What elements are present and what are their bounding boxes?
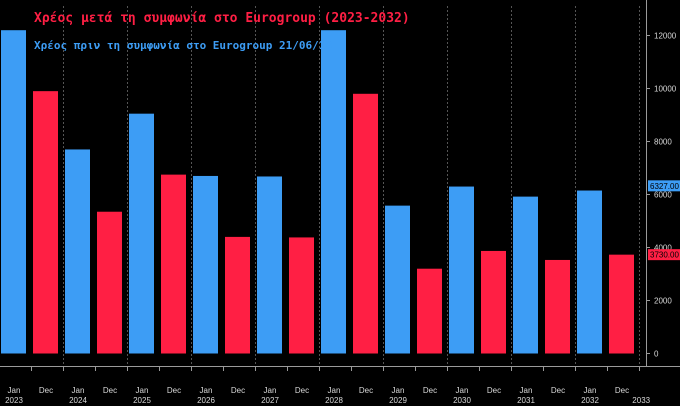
x-month-label: Dec (423, 386, 437, 395)
bar-before-16 (513, 196, 538, 354)
axes (0, 0, 680, 371)
bar-after-1 (33, 91, 58, 354)
x-month-label: Jan (392, 386, 405, 395)
x-year-label: 2027 (261, 396, 279, 405)
bars (1, 30, 634, 354)
x-month-label: Dec (295, 386, 309, 395)
y-tick-label: 0 (654, 350, 659, 359)
bar-after-5 (161, 174, 186, 354)
bar-after-11 (353, 93, 378, 354)
x-year-label: 2031 (517, 396, 535, 405)
x-month-label: Dec (167, 386, 181, 395)
bar-before-2 (65, 149, 90, 354)
bar-before-4 (129, 113, 154, 354)
x-month-label: Jan (8, 386, 21, 395)
x-month-label: Jan (200, 386, 213, 395)
bar-before-0 (1, 30, 26, 354)
value-tag (648, 249, 680, 261)
x-month-label: Dec (615, 386, 629, 395)
x-month-label: Jan (136, 386, 149, 395)
bar-after-19 (609, 254, 634, 354)
bar-before-18 (577, 190, 602, 354)
x-month-label: Jan (584, 386, 597, 395)
y-axis-labels: 0 2000 4000 6000 8000 10000 12000 (654, 32, 677, 359)
legend-before-agreement: Χρέος πριν τη συμφωνία στο Eurogroup 21/… (34, 39, 333, 52)
x-axis-labels: Jan Dec Jan Dec Jan Dec Jan Dec Jan Dec Jan Dec Jan D… (5, 386, 651, 405)
legend-after-agreement: Χρέος μετά τη συμφωνία στο Eurogroup (20… (34, 11, 410, 26)
y-tick-label: 10000 (654, 85, 677, 94)
bar-after-9 (289, 237, 314, 354)
x-month-label: Dec (103, 386, 117, 395)
x-year-label: 2024 (69, 396, 87, 405)
x-year-label: 2026 (197, 396, 215, 405)
x-month-label: Jan (456, 386, 469, 395)
value-tags: 6327.00 3730.00 (648, 180, 680, 261)
bar-after-3 (97, 211, 122, 354)
bar-after-7 (225, 236, 250, 354)
y-tick-label: 4000 (654, 244, 672, 253)
bar-after-17 (545, 259, 570, 354)
bar-after-13 (417, 268, 442, 354)
y-tick-label: 12000 (654, 32, 677, 41)
x-year-label: 2029 (389, 396, 407, 405)
grid-lines (63, 6, 640, 366)
value-tag-label: 6327.00 (650, 182, 679, 191)
x-month-label: Dec (487, 386, 501, 395)
value-tag (648, 180, 680, 192)
x-year-label: 2028 (325, 396, 343, 405)
x-month-label: Jan (264, 386, 277, 395)
x-month-label: Dec (39, 386, 53, 395)
x-year-label: 2023 (5, 396, 23, 405)
value-tag-label: 3730.00 (650, 251, 679, 260)
x-month-label: Jan (72, 386, 85, 395)
bar-before-6 (193, 175, 218, 354)
x-year-label: 2030 (453, 396, 471, 405)
y-tick-label: 8000 (654, 138, 672, 147)
x-year-label: 2033 (632, 396, 650, 405)
x-month-label: Jan (520, 386, 533, 395)
y-tick-label: 6000 (654, 191, 672, 200)
x-year-label: 2032 (581, 396, 599, 405)
x-month-label: Dec (551, 386, 565, 395)
y-tick-label: 2000 (654, 297, 672, 306)
x-month-label: Dec (231, 386, 245, 395)
bar-after-15 (481, 250, 506, 354)
bar-before-10 (321, 30, 346, 354)
x-month-label: Jan (328, 386, 341, 395)
bar-before-14 (449, 186, 474, 354)
bar-before-8 (257, 176, 282, 354)
x-month-label: Dec (359, 386, 373, 395)
bar-before-12 (385, 205, 410, 354)
x-year-label: 2025 (133, 396, 151, 405)
